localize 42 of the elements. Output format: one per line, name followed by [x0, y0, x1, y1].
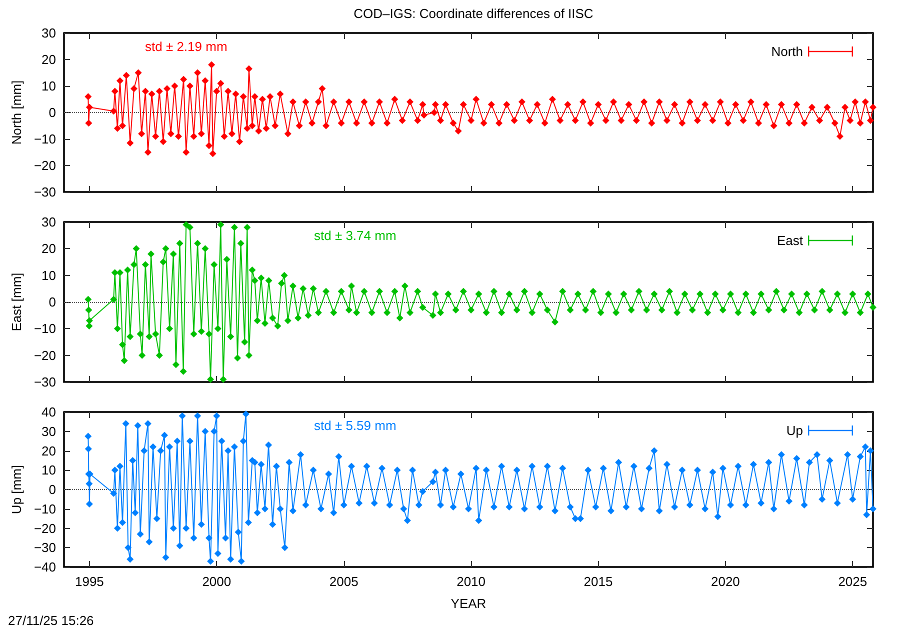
annotation: std ± 2.19 mm — [145, 39, 228, 54]
x-tick-label: 2015 — [584, 574, 613, 589]
y-tick-label: 30 — [42, 214, 56, 230]
y-tick-label: 30 — [42, 424, 56, 439]
y-tick-label: −20 — [34, 158, 56, 173]
x-tick-label: 2010 — [456, 574, 486, 589]
y-tick-label: −10 — [34, 321, 56, 336]
x-tick-label: 2025 — [838, 574, 868, 589]
y-tick-label: 0 — [48, 482, 56, 497]
y-axis-title: East [mm] — [9, 272, 24, 332]
chart-title: COD–IGS: Coordinate differences of IISC — [354, 6, 594, 21]
y-tick-label: 30 — [42, 26, 56, 40]
y-tick-label: 0 — [48, 294, 56, 310]
y-tick-label: 10 — [42, 78, 56, 94]
y-axis-title: Up [mm] — [9, 464, 24, 514]
y-tick-label: 20 — [42, 52, 56, 67]
y-tick-label: 0 — [48, 105, 56, 120]
y-tick-label: 20 — [42, 443, 56, 458]
annotation: std ± 3.74 mm — [314, 228, 396, 243]
x-axis-title: YEAR — [450, 596, 486, 611]
y-tick-label: −30 — [34, 374, 56, 390]
y-tick-label: 10 — [42, 268, 56, 283]
x-tick-label: 2005 — [329, 574, 358, 589]
y-tick-label: 10 — [42, 462, 56, 478]
y-tick-label: 20 — [42, 241, 56, 256]
y-tick-label: −30 — [34, 540, 56, 556]
y-tick-label: 40 — [42, 404, 56, 420]
y-tick-label: −10 — [34, 132, 56, 146]
y-tick-label: −20 — [34, 520, 56, 536]
y-tick-label: −20 — [34, 348, 56, 363]
legend-label: North — [771, 44, 803, 59]
x-tick-label: 2000 — [202, 574, 232, 589]
y-tick-label: −10 — [34, 501, 56, 516]
y-axis-title: North [mm] — [9, 80, 24, 145]
x-tick-label: 2020 — [710, 574, 740, 589]
annotation: std ± 5.59 mm — [314, 418, 396, 433]
y-tick-label: −30 — [34, 184, 56, 200]
x-tick-label: 1995 — [74, 574, 104, 589]
y-tick-label: −40 — [34, 560, 56, 574]
legend-label: East — [776, 233, 804, 248]
text: 27/11/25 15:26 — [8, 613, 94, 628]
legend-label: Up — [786, 423, 803, 438]
